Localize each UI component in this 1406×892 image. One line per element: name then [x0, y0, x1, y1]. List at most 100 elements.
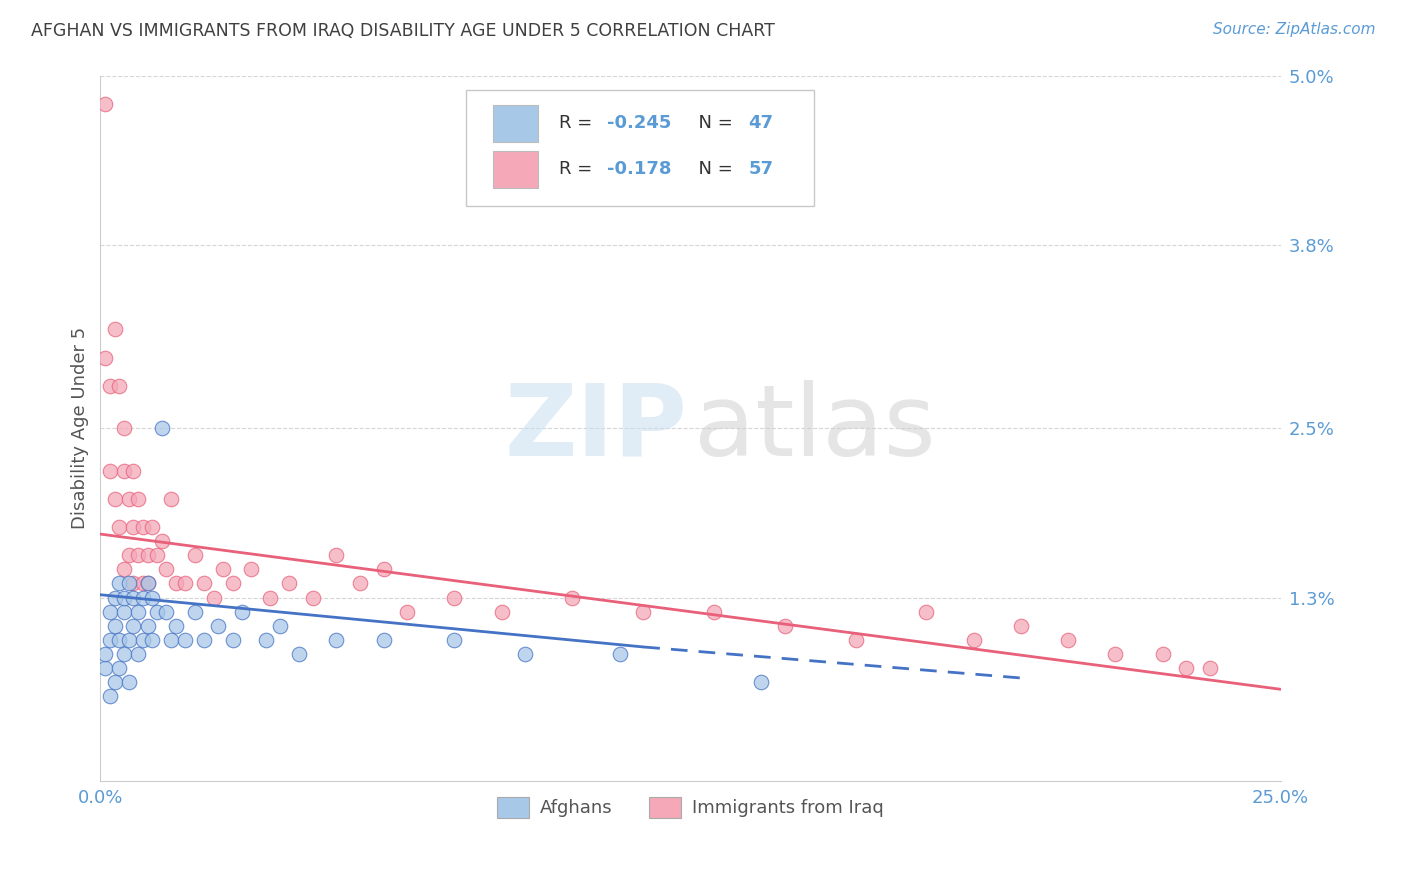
Point: [1104, 647, 1126, 661]
Point: [122, 520, 145, 534]
Point: [915, 605, 938, 619]
Point: [373, 632, 395, 647]
Text: N =: N =: [688, 114, 738, 133]
FancyBboxPatch shape: [494, 105, 538, 142]
Point: [325, 548, 347, 562]
Point: [122, 576, 145, 591]
Point: [141, 591, 163, 605]
Point: [132, 576, 155, 591]
Point: [207, 619, 229, 633]
Point: [1175, 661, 1198, 675]
Point: [103, 619, 125, 633]
Point: [1152, 647, 1174, 661]
Point: [396, 605, 419, 619]
Point: [443, 632, 465, 647]
Point: [141, 632, 163, 647]
Point: [165, 576, 187, 591]
Point: [703, 605, 725, 619]
Point: [108, 632, 131, 647]
Point: [132, 591, 155, 605]
Point: [155, 605, 177, 619]
Point: [122, 591, 145, 605]
Point: [325, 632, 347, 647]
Point: [165, 619, 187, 633]
Point: [491, 605, 513, 619]
Point: [174, 576, 197, 591]
Point: [118, 576, 141, 591]
Point: [112, 591, 135, 605]
Point: [112, 605, 135, 619]
Text: N =: N =: [688, 161, 738, 178]
Point: [108, 520, 131, 534]
Point: [349, 576, 371, 591]
Point: [136, 576, 159, 591]
Point: [122, 619, 145, 633]
Point: [254, 632, 277, 647]
Text: R =: R =: [560, 114, 599, 133]
Y-axis label: Disability Age Under 5: Disability Age Under 5: [72, 327, 89, 529]
Point: [212, 562, 235, 576]
Point: [160, 491, 183, 506]
Point: [373, 562, 395, 576]
Point: [94, 647, 117, 661]
Point: [127, 548, 149, 562]
Point: [94, 96, 117, 111]
Point: [221, 632, 243, 647]
Point: [108, 379, 131, 393]
Point: [259, 591, 281, 605]
Point: [160, 632, 183, 647]
Text: AFGHAN VS IMMIGRANTS FROM IRAQ DISABILITY AGE UNDER 5 CORRELATION CHART: AFGHAN VS IMMIGRANTS FROM IRAQ DISABILIT…: [31, 22, 775, 40]
Point: [561, 591, 583, 605]
Point: [221, 576, 243, 591]
Point: [609, 647, 631, 661]
Point: [231, 605, 253, 619]
Text: R =: R =: [560, 161, 605, 178]
Point: [141, 520, 163, 534]
Point: [118, 675, 141, 690]
Text: 47: 47: [748, 114, 773, 133]
Text: Source: ZipAtlas.com: Source: ZipAtlas.com: [1212, 22, 1375, 37]
Point: [443, 591, 465, 605]
Point: [94, 661, 117, 675]
Point: [150, 421, 173, 435]
Point: [1010, 619, 1032, 633]
Point: [136, 548, 159, 562]
Point: [127, 491, 149, 506]
Point: [963, 632, 986, 647]
Point: [773, 619, 796, 633]
Point: [146, 548, 169, 562]
Legend: Afghans, Immigrants from Iraq: Afghans, Immigrants from Iraq: [489, 789, 891, 825]
Point: [103, 491, 125, 506]
Point: [146, 605, 169, 619]
Point: [98, 690, 121, 704]
Point: [150, 534, 173, 549]
Point: [136, 619, 159, 633]
Point: [132, 632, 155, 647]
Point: [98, 464, 121, 478]
Point: [202, 591, 225, 605]
Point: [108, 576, 131, 591]
Point: [103, 322, 125, 336]
Point: [174, 632, 197, 647]
Point: [136, 576, 159, 591]
Point: [278, 576, 301, 591]
Point: [155, 562, 177, 576]
Point: [515, 647, 537, 661]
Point: [98, 379, 121, 393]
Point: [749, 675, 772, 690]
Point: [118, 632, 141, 647]
Point: [269, 619, 291, 633]
Text: ZIP: ZIP: [503, 380, 688, 476]
Point: [108, 661, 131, 675]
Text: atlas: atlas: [695, 380, 935, 476]
Point: [193, 576, 215, 591]
Point: [103, 591, 125, 605]
Point: [98, 632, 121, 647]
Point: [118, 491, 141, 506]
Point: [132, 520, 155, 534]
Point: [184, 605, 207, 619]
Point: [301, 591, 323, 605]
Point: [112, 421, 135, 435]
Text: 57: 57: [748, 161, 773, 178]
Point: [184, 548, 207, 562]
